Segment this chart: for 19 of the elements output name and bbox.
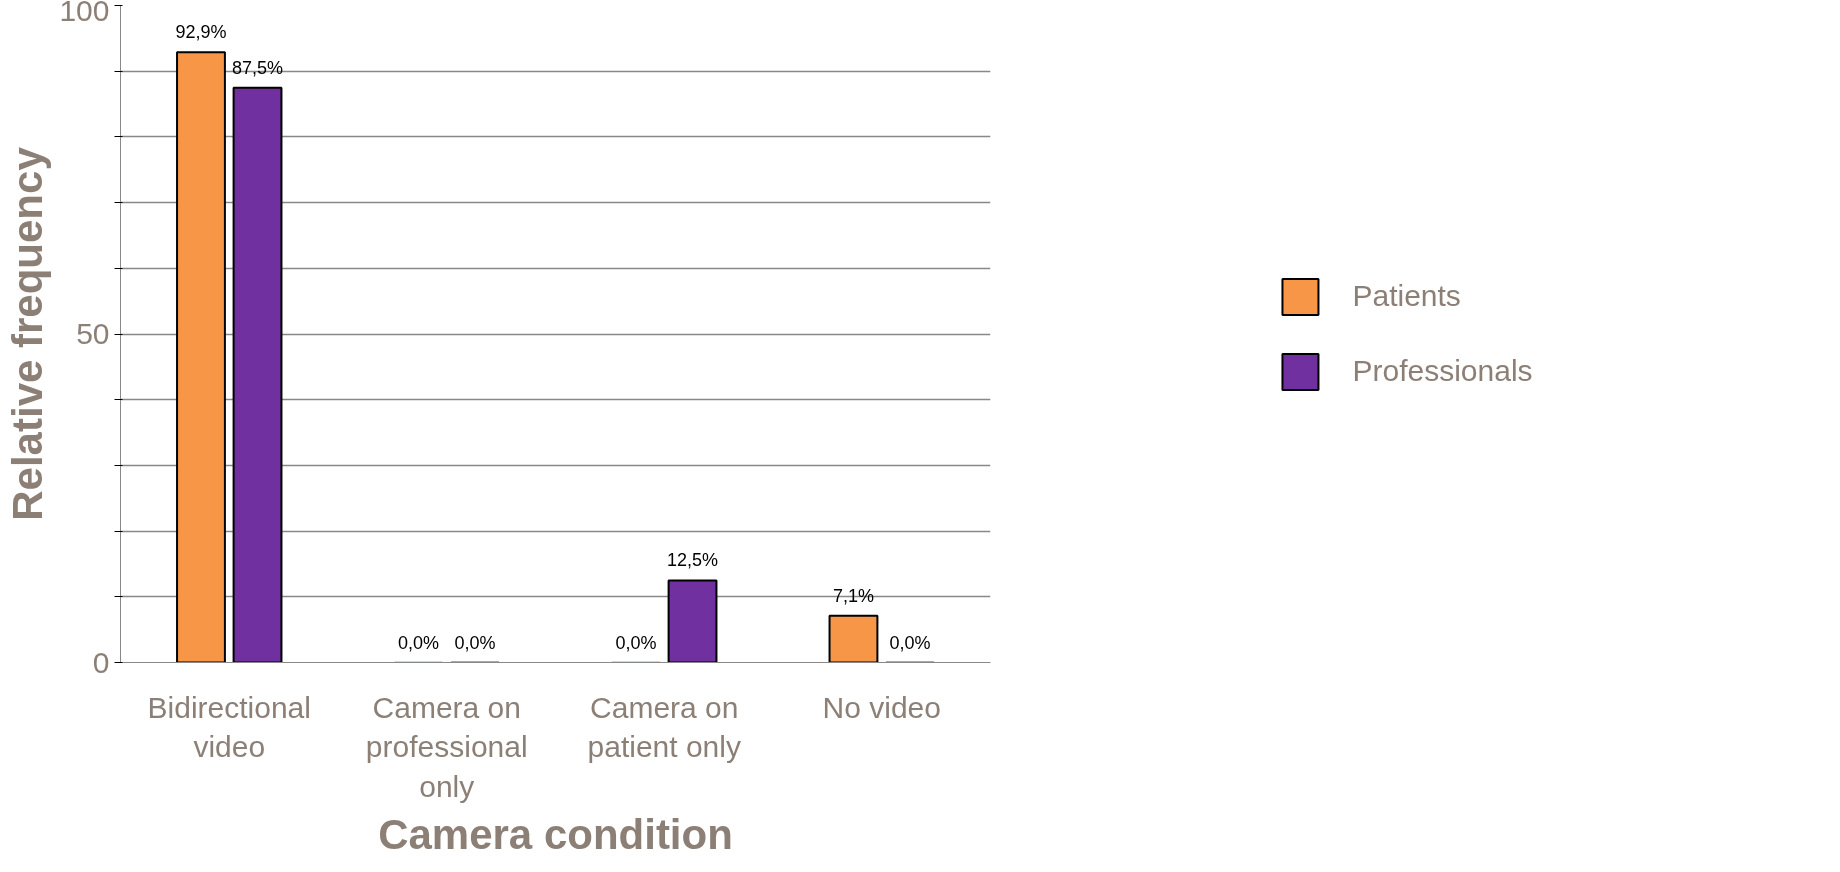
data-label: 0,0% [454,632,496,653]
x-tick-label: No video [822,690,941,724]
data-label: 0,0% [889,632,931,653]
legend-label: Patients [1352,279,1461,313]
data-label: 0,0% [615,632,657,653]
x-axis-title: Camera condition [378,810,733,858]
y-tick-label: 0 [92,645,110,679]
y-axis-title: Relative frequency [4,146,52,521]
data-label: 87,5% [232,57,284,78]
y-tick-label: 100 [59,0,110,27]
data-label: 92,9% [175,22,227,43]
legend-label: Professionals [1352,354,1533,388]
data-label: 12,5% [667,550,719,571]
x-tick-label: Bidirectional video [147,690,311,764]
x-tick-label: Camera on patient only [587,690,741,764]
data-label: 7,1% [832,585,874,606]
data-label: 0,0% [397,632,439,653]
y-tick-label: 50 [76,317,110,350]
x-tick-label: Camera on professional only [365,690,528,803]
